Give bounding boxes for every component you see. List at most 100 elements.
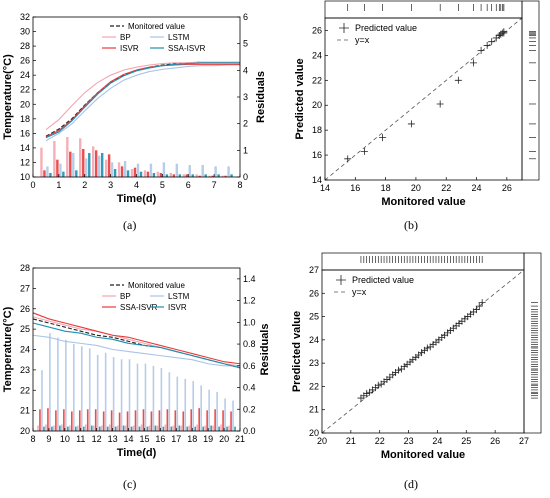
residual-bar-bp [156, 425, 159, 431]
residual-bar-ssa-isvr [90, 425, 93, 431]
x-tick-label: 24 [432, 436, 442, 446]
residual-bar-bp [228, 425, 230, 431]
x-tick-label: 23 [404, 436, 414, 446]
x-tick-label: 18 [381, 183, 391, 193]
residual-bar-ssa-isvr [234, 426, 236, 431]
residual-bar-bp [104, 159, 108, 177]
residual-bar-lstm [80, 346, 83, 431]
residual-bar-bp [91, 146, 95, 177]
legend: Predicted value y=x [334, 275, 414, 297]
caption-b: (b) [404, 218, 418, 232]
residual-bar-bp [182, 174, 185, 177]
data-point [394, 366, 402, 374]
residual-bar-isvr [55, 410, 57, 431]
x-tick-label: 22 [375, 436, 385, 446]
residual-bar-bp [53, 425, 55, 431]
legend-label: y=x [355, 35, 370, 45]
residual-bar-ssa-isvr [82, 426, 85, 431]
residual-bar-lstm [201, 165, 204, 177]
y-tick-label: 22 [309, 381, 319, 391]
residual-bar-isvr [78, 410, 81, 431]
residual-bar-bp [180, 425, 183, 431]
x-tick-label: 16 [155, 434, 165, 444]
residual-bar-lstm [57, 337, 59, 431]
x-axis-label: Monitored value [381, 196, 465, 208]
legend-label: Monitored value [128, 22, 185, 31]
residual-bar-ssa-isvr [191, 174, 194, 177]
x-tick-label: 6 [186, 180, 191, 190]
x-tick-label: 9 [46, 434, 51, 444]
residual-bar-bp [212, 425, 214, 431]
residual-bar-lstm [49, 333, 51, 431]
data-point [360, 147, 368, 155]
y-axis-label: Temperature(°C) [2, 54, 14, 140]
y-tick-label: 26 [312, 25, 322, 35]
y-tick-label: 21 [309, 405, 319, 415]
residual-bar-ssa-isvr [113, 169, 117, 177]
x-tick-label: 11 [76, 434, 85, 444]
y-tick-label: 20 [20, 99, 30, 109]
residual-bar-lstm [41, 370, 43, 431]
residual-bar-ssa-isvr [51, 426, 53, 431]
x-tick-label: 18 [187, 434, 197, 444]
y-tick-label: 24 [20, 345, 30, 355]
residual-bar-isvr [133, 167, 137, 177]
residual-bar-lstm [88, 348, 91, 431]
legend-label: SSA-ISVR [120, 303, 158, 312]
x-tick-label: 21 [235, 434, 245, 444]
residual-bar-lstm [188, 165, 191, 177]
y2-axis-label: Residuals [259, 324, 271, 376]
residual-bar-ssa-isvr [130, 426, 133, 431]
residual-bar-lstm [123, 161, 127, 177]
residual-bar-ssa-isvr [152, 173, 156, 177]
residual-bar-isvr [94, 409, 97, 431]
data-point [344, 155, 352, 163]
rug-frame-right [523, 252, 542, 434]
y2-tick-label: 2 [243, 119, 248, 129]
residual-bar-lstm [120, 359, 123, 431]
x-axis-label: Time(d) [117, 193, 157, 205]
residual-bar-isvr [43, 170, 46, 177]
legend-swatch [339, 23, 349, 33]
legend-label: BP [120, 33, 131, 42]
legend-label: y=x [352, 287, 367, 297]
legend-label: ISVR [168, 303, 187, 312]
residual-bar-bp [124, 425, 127, 431]
residual-bar-isvr [224, 175, 227, 177]
residual-bar-lstm [227, 166, 230, 177]
y2-tick-label: 1.0 [243, 317, 256, 327]
y2-tick-label: 0.2 [243, 404, 256, 414]
y-tick-label: 22 [20, 85, 30, 95]
residual-bar-lstm [184, 378, 187, 431]
residual-bar-bp [140, 424, 143, 431]
residual-bar-isvr [230, 411, 232, 431]
residual-bar-bp [76, 425, 79, 431]
residual-bar-bp [100, 425, 103, 431]
x-tick-label: 20 [411, 183, 421, 193]
legend-label: ISVR [120, 44, 139, 53]
legend-label: BP [120, 292, 131, 301]
residual-bar-isvr [166, 409, 169, 431]
residual-bar-isvr [82, 149, 85, 177]
y2-tick-label: 0 [243, 172, 248, 182]
x-tick-label: 3 [108, 180, 113, 190]
y2-tick-label: 1 [243, 145, 248, 155]
residual-bar-isvr [182, 411, 185, 431]
legend-swatch [336, 275, 346, 285]
series-line-ssa-isvr [45, 62, 240, 139]
y-tick-label: 24 [20, 70, 30, 80]
residual-bar-bp [69, 425, 71, 431]
residual-bar-bp [221, 175, 224, 177]
panel-a: 0 1 2 3 4 5 6 7 81012141618202224262830320123456… [2, 12, 267, 205]
y-tick-label: 16 [312, 150, 322, 160]
legend: Predicted value y=x [337, 23, 417, 45]
series-line-bp [45, 61, 240, 131]
residual-bar-lstm [128, 359, 131, 431]
x-tick-label: 14 [320, 183, 330, 193]
y-tick-label: 16 [20, 128, 30, 138]
legend: Monitored value BP LSTM ISVR SSA-ISVR [102, 22, 206, 53]
y2-tick-label: 4 [243, 65, 248, 75]
y-tick-label: 21 [20, 406, 30, 416]
residual-bar-isvr [142, 409, 145, 431]
